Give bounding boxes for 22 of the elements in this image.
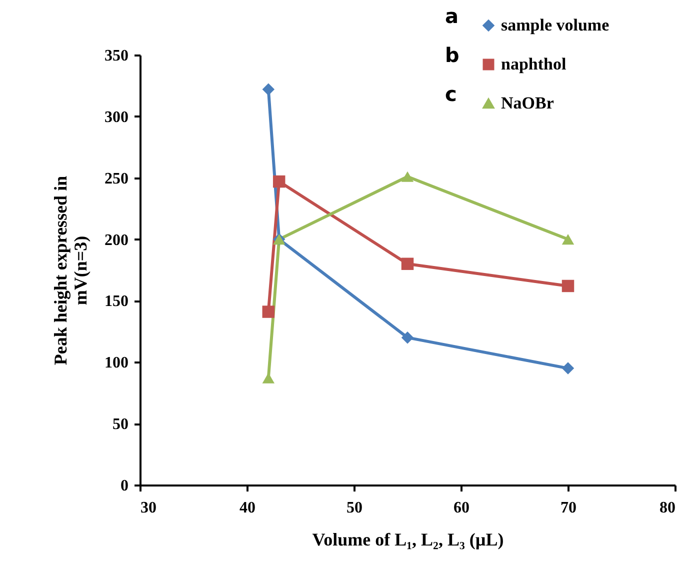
y-tick-label: 250 [104, 170, 128, 188]
y-tick-label: 100 [104, 354, 128, 372]
x-tick-label: 60 [454, 500, 470, 516]
x-axis-title: Volume of L₁, L₂, L₃ (µL) [312, 530, 504, 550]
y-tick-label: 200 [104, 232, 128, 249]
text: a [445, 4, 458, 28]
annotation: c [445, 82, 457, 106]
y-tick-label: 150 [104, 293, 128, 310]
x-tick-label: 70 [560, 500, 576, 516]
y-tick-label: 0 [120, 478, 128, 494]
legend-label: naphthol [501, 54, 566, 74]
annotation: b [445, 43, 460, 67]
y-tick-label: 300 [104, 108, 128, 126]
x-tick-label: 40 [240, 500, 256, 516]
legend-label: NaOBr [501, 94, 554, 112]
y-axis-title: Peak height expressed in mV(n=3) [50, 176, 90, 366]
y-tick-label: 50 [112, 416, 128, 434]
y-tick-label: 350 [104, 48, 128, 64]
legend-label: sample volume [501, 16, 610, 34]
x-tick-label: 30 [140, 500, 156, 516]
x-tick-label: 80 [660, 500, 676, 516]
x-tick-label: 50 [346, 500, 362, 516]
